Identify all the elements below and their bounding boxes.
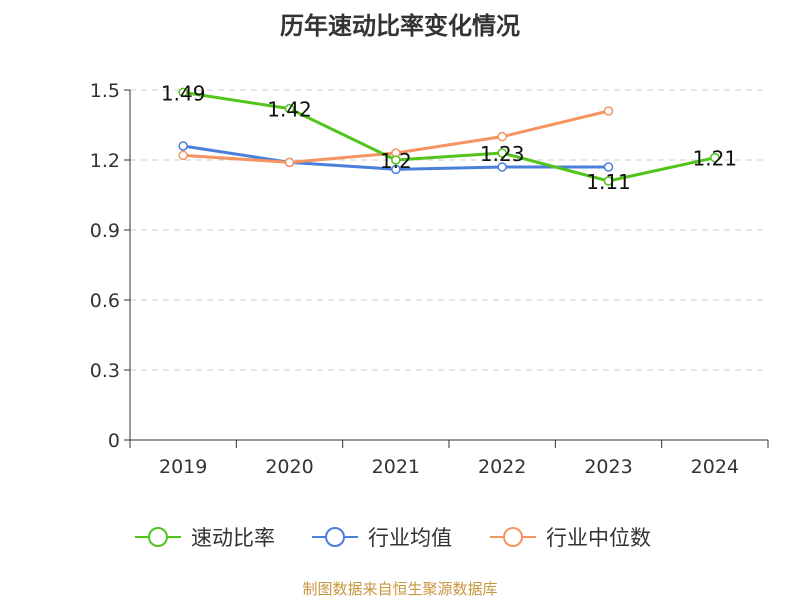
data-point bbox=[603, 162, 614, 172]
x-tick-label: 2024 bbox=[691, 456, 739, 478]
data-point bbox=[497, 162, 507, 172]
data-label: 1.49 bbox=[161, 81, 206, 105]
legend-label: 行业中位数 bbox=[546, 526, 651, 550]
legend-marker bbox=[503, 527, 523, 547]
y-tick-label: 0.9 bbox=[90, 220, 120, 242]
data-point bbox=[178, 87, 188, 98]
data-label: 1.21 bbox=[693, 147, 738, 171]
data-point bbox=[178, 141, 188, 151]
data-point bbox=[284, 157, 295, 168]
legend-label: 行业均值 bbox=[368, 526, 452, 550]
y-tick-label: 1.2 bbox=[90, 150, 120, 172]
legend-marker bbox=[148, 527, 168, 547]
data-point bbox=[178, 150, 188, 161]
x-tick-label: 2022 bbox=[478, 456, 526, 478]
data-point bbox=[391, 164, 401, 175]
x-tick-label: 2023 bbox=[584, 456, 632, 478]
data-label: 1.42 bbox=[267, 98, 312, 122]
data-point bbox=[710, 152, 720, 163]
legend-marker bbox=[325, 527, 345, 547]
y-tick-label: 1.5 bbox=[90, 80, 120, 102]
data-point bbox=[603, 176, 614, 186]
y-tick-label: 0 bbox=[108, 430, 120, 452]
data-label: 1.2 bbox=[380, 149, 412, 173]
source-note: 制图数据来自恒生聚源数据库 bbox=[302, 580, 498, 598]
x-tick-label: 2020 bbox=[265, 456, 313, 478]
x-tick-label: 2019 bbox=[159, 456, 207, 478]
legend-label: 速动比率 bbox=[191, 526, 275, 550]
data-label: 1.23 bbox=[480, 142, 525, 166]
y-tick-label: 0.3 bbox=[90, 360, 120, 382]
y-tick-label: 0.6 bbox=[90, 290, 120, 312]
data-point bbox=[391, 155, 401, 165]
chart-title: 历年速动比率变化情况 bbox=[280, 12, 520, 40]
x-tick-label: 2021 bbox=[372, 456, 420, 478]
data-point bbox=[497, 148, 507, 158]
data-label: 1.11 bbox=[586, 170, 631, 194]
data-point bbox=[497, 131, 507, 142]
series-line bbox=[182, 90, 716, 183]
data-point bbox=[284, 103, 295, 114]
data-point bbox=[603, 106, 614, 116]
